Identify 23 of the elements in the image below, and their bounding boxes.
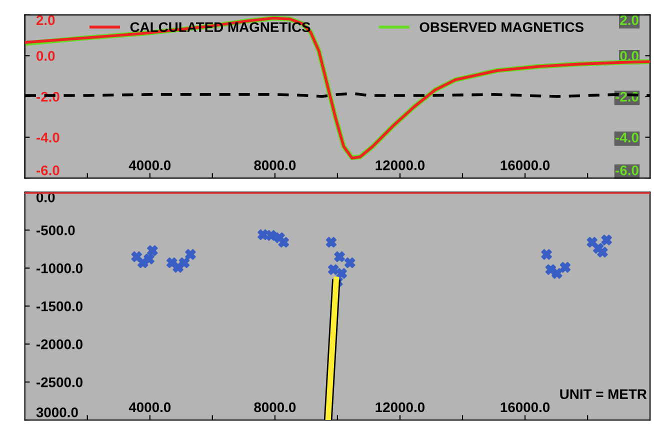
- annotation: UNIT = METR: [560, 389, 647, 400]
- y-tick-label: -1000.0: [36, 263, 82, 274]
- y2-tick-label: 2.0: [620, 15, 638, 26]
- x-tick-label: 4000.0: [128, 402, 171, 412]
- y-tick-label: -4.0: [36, 132, 60, 142]
- y-tick-label: 0.0: [36, 51, 55, 61]
- y2-tick-label: -4.0: [616, 132, 638, 142]
- x-tick-label: 12000.0: [376, 160, 425, 170]
- y-tick-label: -500.0: [36, 225, 75, 236]
- legend-label: OBSERVED MAGNETICS: [420, 22, 584, 32]
- x-tick-label: 16000.0: [500, 402, 550, 412]
- x-tick-label: 8000.0: [254, 402, 296, 412]
- y-tick-label: 3000.0: [36, 407, 78, 418]
- y-tick-label: -6.0: [36, 165, 60, 176]
- y2-tick-label: -6.0: [616, 165, 638, 176]
- y-tick-label: -2500.0: [36, 377, 82, 388]
- y-tick-label: -1500.0: [36, 301, 82, 312]
- y-tick-label: 2.0: [36, 15, 55, 26]
- x-tick-label: 12000.0: [376, 402, 425, 412]
- x-tick-label: 4000.0: [128, 160, 171, 170]
- x-tick-label: 16000.0: [500, 160, 550, 170]
- y-tick-label: -2000.0: [36, 339, 82, 350]
- x-tick-label: 8000.0: [254, 160, 296, 170]
